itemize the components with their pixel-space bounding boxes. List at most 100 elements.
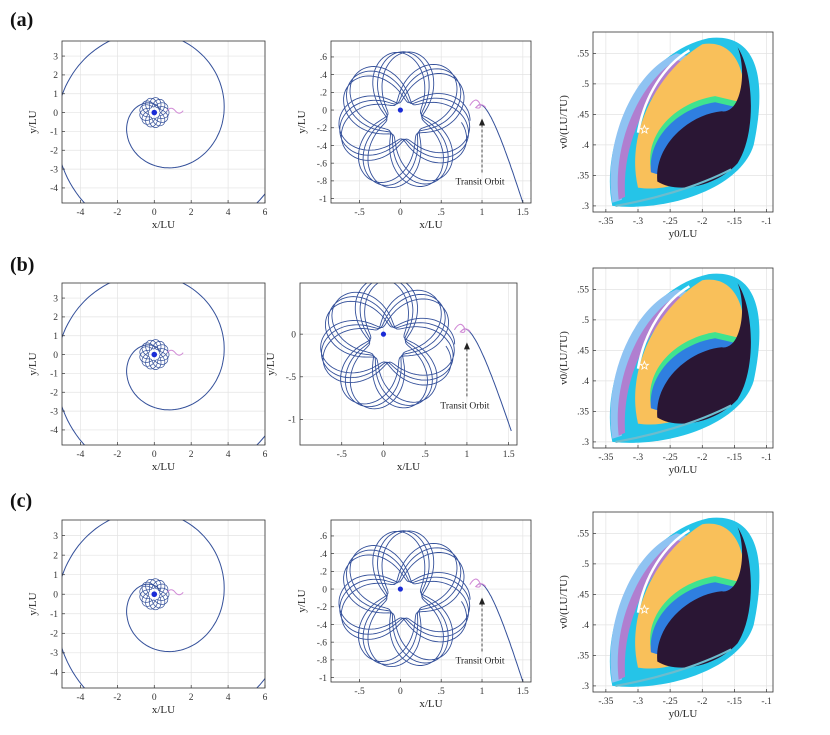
star-marker: [639, 360, 650, 371]
panel-label-b: (b): [10, 254, 34, 276]
plot-area: [609, 273, 760, 443]
x-tick-label: -.15: [727, 697, 742, 707]
x-tick-label: 6: [263, 693, 268, 703]
region-teal-strip: [615, 404, 732, 443]
near-earth-loops: [139, 97, 170, 128]
x-tick-label: -2: [113, 208, 121, 218]
y-tick-label: .5: [582, 316, 589, 326]
x-tick-label: -.25: [663, 697, 678, 707]
y-tick-label: -3: [50, 165, 58, 175]
primary-body-dot: [151, 591, 158, 598]
y-tick-label: -.8: [317, 656, 328, 666]
y-axis-label: y/LU: [265, 352, 277, 375]
x-tick-label: 4: [226, 450, 231, 460]
plot-area: [338, 530, 524, 682]
x-tick-label: -.25: [663, 453, 678, 463]
y-tick-label: -4: [50, 426, 58, 436]
y-tick-label: 2: [53, 551, 58, 561]
y-tick-label: -1: [50, 370, 58, 380]
region-white-gap: [636, 529, 691, 613]
annotation-label: Transit Orbit: [456, 177, 505, 187]
plot-area: [609, 37, 760, 207]
x-tick-label: 1.5: [503, 450, 515, 460]
x-tick-label: -.1: [761, 453, 772, 463]
x-tick-label: 1: [480, 208, 485, 218]
x-axis-label: x/LU: [419, 698, 442, 710]
star-marker: [639, 604, 650, 615]
y-tick-label: .35: [577, 652, 589, 662]
region-purple: [617, 295, 683, 436]
axes-frame: [592, 267, 774, 449]
y-tick-label: .6: [320, 53, 327, 63]
y-tick-label: -.2: [317, 603, 328, 613]
y-tick-label: 0: [291, 330, 296, 340]
x-tick-label: -.3: [633, 697, 644, 707]
y-tick-label: .55: [577, 50, 589, 60]
y-tick-label: .4: [582, 621, 589, 631]
rosette-trajectory: [338, 530, 471, 668]
y-tick-label: -.5: [286, 373, 297, 383]
subplot-a-1: -4 -2 0 2 4 6 3 2 1 0 -1 -2 -3 -4 x/LU y/LU: [27, 40, 268, 231]
x-tick-label: .5: [422, 450, 429, 460]
transit-orbit-segment: [166, 589, 184, 596]
y-tick-label: -1: [319, 195, 327, 205]
x-tick-label: -.5: [337, 450, 348, 460]
y-tick-label: 2: [53, 71, 58, 81]
y-axis-label: y/LU: [296, 110, 308, 133]
x-tick-label: 0: [152, 450, 157, 460]
x-tick-label: 0: [398, 208, 403, 218]
axes-frame: [592, 31, 774, 213]
near-earth-loops: [139, 578, 170, 611]
y-tick-label: .3: [582, 202, 589, 212]
transit-orbit-segment: [166, 349, 184, 356]
x-tick-label: 4: [226, 693, 231, 703]
y-tick-label: .4: [582, 377, 589, 387]
x-tick-label: -.1: [761, 697, 772, 707]
y-tick-label: 3: [53, 294, 58, 304]
x-tick-label: -.5: [354, 687, 365, 697]
annotation-label: Transit Orbit: [440, 401, 489, 411]
y-tick-label: 0: [53, 109, 58, 119]
y-tick-label: -1: [50, 128, 58, 138]
x-axis-label: y0/LU: [669, 708, 698, 720]
y-tick-label: .4: [320, 550, 327, 560]
y-tick-label: 3: [53, 532, 58, 542]
y-tick-label: .5: [582, 80, 589, 90]
plot-area: [338, 51, 524, 203]
y-tick-label: .55: [577, 286, 589, 296]
y-tick-label: 0: [322, 585, 327, 595]
y-axis-label: v0/(LU/TU): [558, 331, 570, 385]
x-tick-label: 2: [189, 208, 194, 218]
x-axis-label: x/LU: [397, 461, 420, 473]
y-tick-label: .45: [577, 111, 589, 121]
x-tick-label: -.35: [598, 453, 613, 463]
subplot-a-3: -.35 -.3 -.25 -.2 -.15 -.1 .55 .5 .45 .4 .35 .3 y0/L…: [558, 31, 774, 240]
subplot-a-2: Transit Orbit -.5 0 .5 1 1.5 .6 .4 .2 0 -.2 -.4 -.6 -…: [296, 40, 532, 231]
x-tick-label: 0: [152, 693, 157, 703]
transit-orbit-segment: [469, 578, 487, 588]
x-axis-label: y0/LU: [669, 464, 698, 476]
axes-frame: [299, 282, 518, 446]
region-purple: [617, 59, 683, 200]
y-tick-label: .4: [582, 141, 589, 151]
escape-tail: [477, 104, 524, 203]
y-tick-label: -4: [50, 669, 58, 679]
region-purple: [617, 539, 683, 680]
y-tick-label: -1: [50, 610, 58, 620]
x-tick-label: -2: [113, 693, 121, 703]
x-tick-label: -.15: [727, 217, 742, 227]
y-tick-label: -.2: [317, 124, 328, 134]
near-earth-loops: [139, 339, 170, 370]
y-axis-label: v0/(LU/TU): [558, 575, 570, 629]
x-tick-label: 2: [189, 450, 194, 460]
x-tick-label: -.25: [663, 217, 678, 227]
y-tick-label: .4: [320, 71, 327, 81]
x-tick-label: -2: [113, 450, 121, 460]
x-tick-label: -.35: [598, 697, 613, 707]
x-tick-label: 0: [381, 450, 386, 460]
y-tick-label: -1: [288, 416, 296, 426]
x-tick-label: 0: [398, 687, 403, 697]
grid-lines: [62, 520, 266, 688]
y-tick-label: -.4: [317, 142, 328, 152]
